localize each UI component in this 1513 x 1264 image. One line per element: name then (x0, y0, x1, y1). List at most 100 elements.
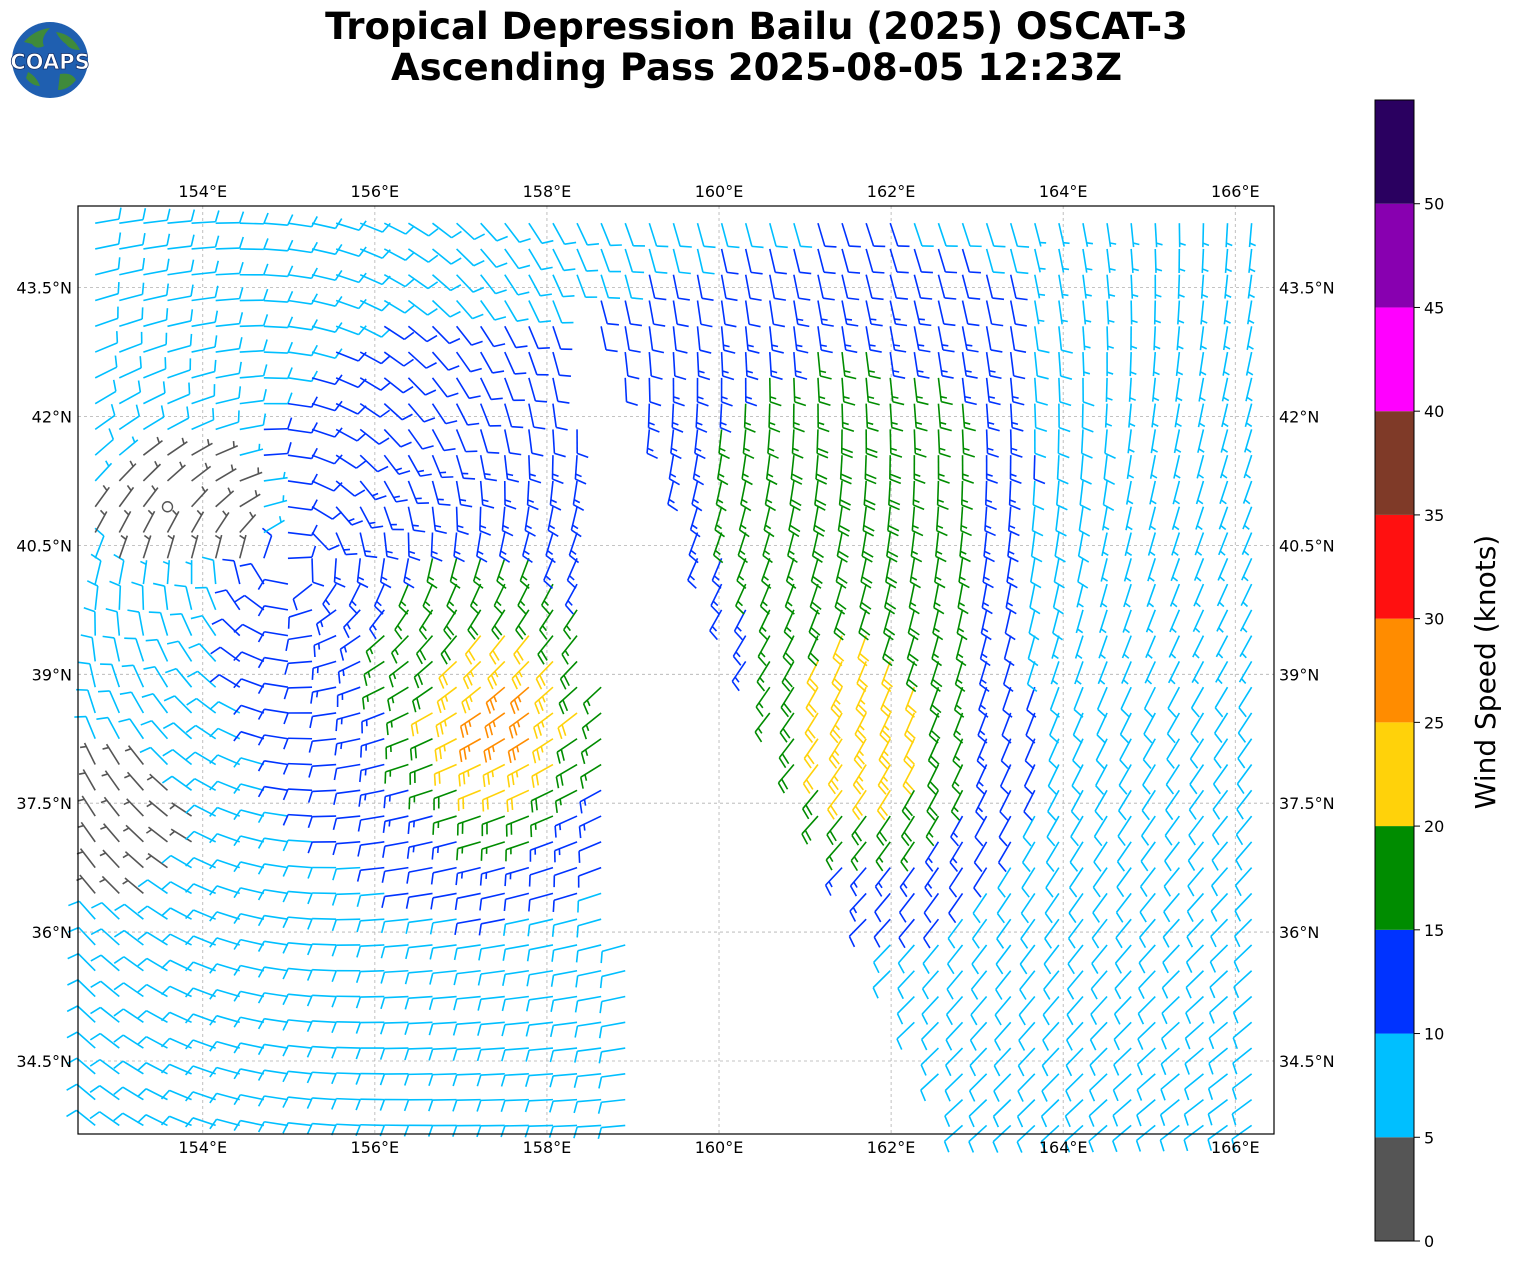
barb-shaft (504, 1021, 529, 1026)
barb-shaft (359, 454, 379, 473)
barb-shaft (410, 738, 433, 750)
barb-flag (1064, 1141, 1071, 1153)
barb-half-flag (1197, 473, 1204, 479)
barb-flag (1024, 760, 1035, 770)
barb-shaft (578, 866, 602, 877)
barb-flag (535, 773, 540, 786)
barb-shaft (696, 248, 704, 273)
barb-shaft (456, 1073, 481, 1076)
barb-shaft (1077, 558, 1084, 582)
barb-flag (1093, 836, 1103, 847)
barb-half-flag (278, 515, 282, 523)
barb-half-flag (958, 602, 965, 607)
barb-shaft (1032, 480, 1036, 505)
barb-half-flag (78, 772, 86, 775)
barb-half-flag (939, 421, 947, 425)
barb-shaft (409, 815, 433, 824)
barb-shaft (1034, 222, 1042, 247)
barb-flag (920, 1089, 927, 1102)
barb-half-flag (357, 576, 365, 581)
barb-flag (313, 645, 316, 658)
barb-shaft (901, 789, 916, 812)
barb-flag (839, 504, 851, 511)
barb-shaft (379, 558, 386, 583)
barb-shaft (163, 585, 169, 610)
barb-shaft (287, 531, 312, 537)
barb-flag (1164, 860, 1172, 872)
barb-flag (1097, 708, 1107, 718)
barb-flag (651, 375, 663, 380)
barb-flag (862, 529, 874, 537)
barb-half-flag (102, 746, 109, 750)
barb-flag (1231, 1113, 1237, 1126)
barb-flag (921, 1013, 929, 1025)
barb-half-flag (1077, 628, 1084, 634)
barb-half-flag (984, 524, 992, 529)
barb-shaft (889, 377, 894, 402)
barb-flag (310, 422, 318, 434)
barb-half-flag (1222, 396, 1230, 402)
barb-shaft (934, 532, 940, 557)
barb-half-flag (770, 370, 778, 374)
barb-shaft (1093, 815, 1108, 837)
barb-shaft (973, 867, 988, 889)
barb-flag (789, 503, 801, 512)
barb-shaft (322, 583, 337, 605)
barb-flag (952, 760, 963, 770)
barb-shaft (221, 618, 241, 637)
barb-shaft (975, 789, 988, 813)
barb-shaft (312, 994, 337, 998)
barb-half-flag (715, 524, 723, 530)
barb-shaft (1094, 789, 1108, 812)
barb-flag (355, 1047, 362, 1060)
barb-half-flag (866, 421, 874, 426)
barb-flag (803, 758, 812, 769)
barb-flag (824, 245, 837, 248)
barb-flag (1185, 987, 1192, 999)
barb-shaft (191, 296, 216, 302)
barb-shaft (94, 535, 105, 559)
barb-flag (564, 604, 574, 615)
barb-shaft (287, 248, 312, 254)
barb-shaft (885, 558, 892, 583)
barb-flag (540, 293, 552, 297)
barb-shaft (138, 611, 145, 636)
barb-flag (849, 910, 857, 922)
barb-half-flag (1245, 422, 1253, 428)
barb-flag (257, 863, 265, 875)
barb-flag (964, 426, 976, 432)
barb-shaft (994, 1021, 1012, 1041)
barb-shaft (119, 243, 144, 250)
barb-flag (478, 948, 482, 961)
barb-shaft (198, 643, 217, 662)
barb-flag (598, 1076, 603, 1089)
barb-flag (561, 724, 567, 737)
barb-flag (1017, 245, 1030, 248)
barb-flag (519, 237, 531, 243)
barb-flag (452, 1125, 458, 1137)
barb-flag (905, 708, 916, 718)
barb-shaft (1163, 867, 1180, 887)
barb-flag (334, 743, 338, 756)
barb-shaft (552, 274, 564, 297)
barb-flag (450, 257, 462, 265)
barb-flag (970, 1014, 978, 1026)
barb-flag (493, 605, 504, 615)
barb-shaft (217, 754, 241, 766)
barb-flag (163, 695, 176, 702)
barb-shaft (944, 1073, 964, 1092)
barb-shaft (503, 455, 509, 480)
barb-flag (834, 606, 846, 615)
barb-flag (257, 708, 265, 720)
barb-flag (503, 899, 507, 911)
barb-shaft (937, 222, 947, 247)
barb-half-flag (788, 550, 795, 556)
barb-shaft (146, 957, 168, 972)
barb-shaft (898, 918, 915, 939)
barb-flag (1008, 529, 1020, 537)
barb-shaft (1212, 789, 1229, 810)
barb-flag (800, 245, 813, 248)
barb-shaft (240, 704, 265, 714)
barb-shaft (489, 635, 506, 655)
barb-flag (1207, 1088, 1214, 1101)
